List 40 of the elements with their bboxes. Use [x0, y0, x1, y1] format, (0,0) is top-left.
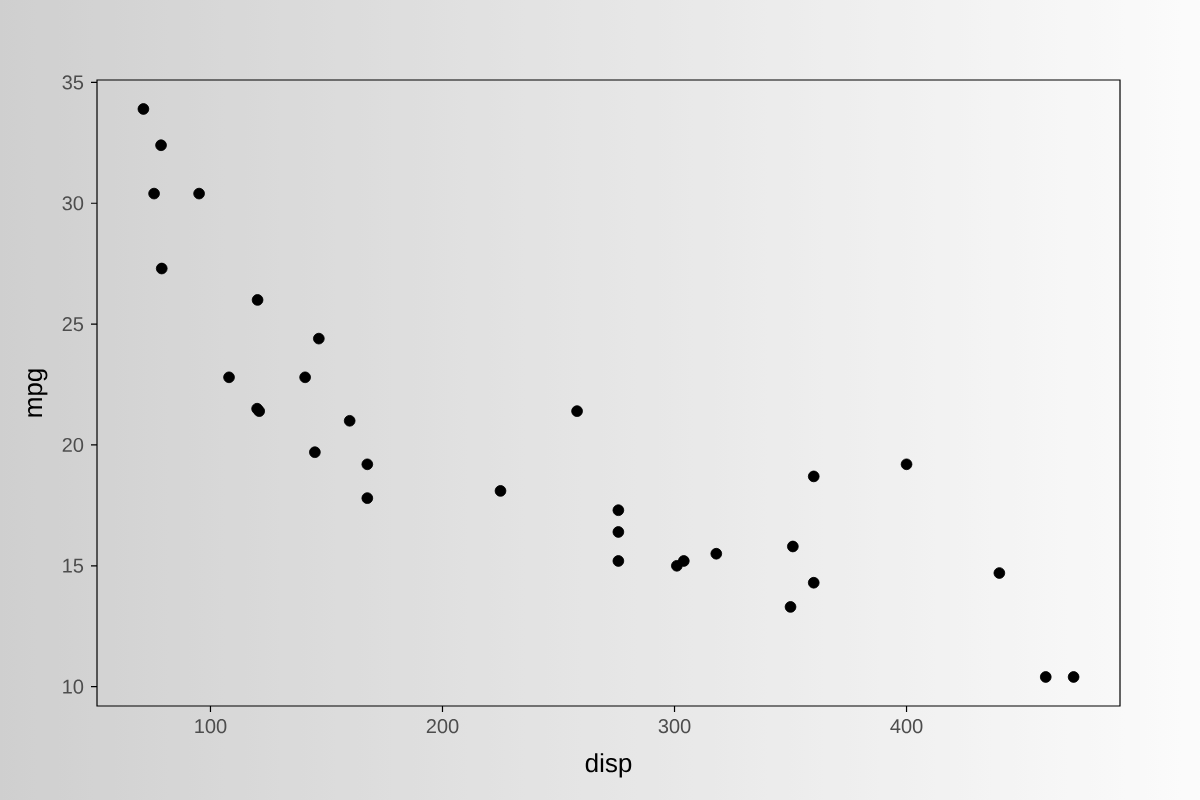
y-tick-label: 20: [62, 437, 84, 453]
x-axis-title: disp: [585, 753, 632, 778]
point: [223, 371, 235, 384]
point: [612, 526, 625, 538]
point: [193, 187, 205, 200]
x-tick-label: 100: [195, 719, 227, 734]
point: [671, 560, 683, 572]
point: [251, 294, 264, 306]
x-tick-label: 400: [890, 719, 923, 734]
x-tick-label: 200: [426, 719, 459, 734]
point: [313, 332, 325, 345]
point: [309, 446, 321, 459]
y-tick-label: 10: [63, 679, 84, 694]
point: [612, 555, 625, 567]
point: [343, 414, 356, 427]
y-tick-label: 30: [62, 196, 84, 211]
point: [993, 567, 1006, 579]
point: [137, 103, 150, 115]
point: [807, 470, 820, 483]
y-tick-label: 15: [63, 558, 84, 573]
point: [299, 371, 311, 384]
point: [1067, 671, 1080, 683]
point: [710, 547, 723, 560]
point: [787, 540, 799, 553]
point: [155, 262, 168, 275]
point: [807, 576, 820, 589]
point: [612, 504, 625, 517]
point: [1039, 671, 1052, 683]
point: [361, 458, 374, 471]
point: [784, 601, 797, 613]
x-tick-label: 300: [658, 719, 691, 734]
point: [361, 492, 374, 504]
y-tick-label: 25: [62, 317, 84, 332]
y-axis-title: mpg: [28, 369, 48, 417]
y-tick-label: 35: [62, 75, 84, 90]
point: [148, 187, 160, 200]
point: [571, 405, 583, 417]
point: [155, 139, 167, 152]
point: [494, 485, 507, 497]
point: [900, 458, 913, 471]
